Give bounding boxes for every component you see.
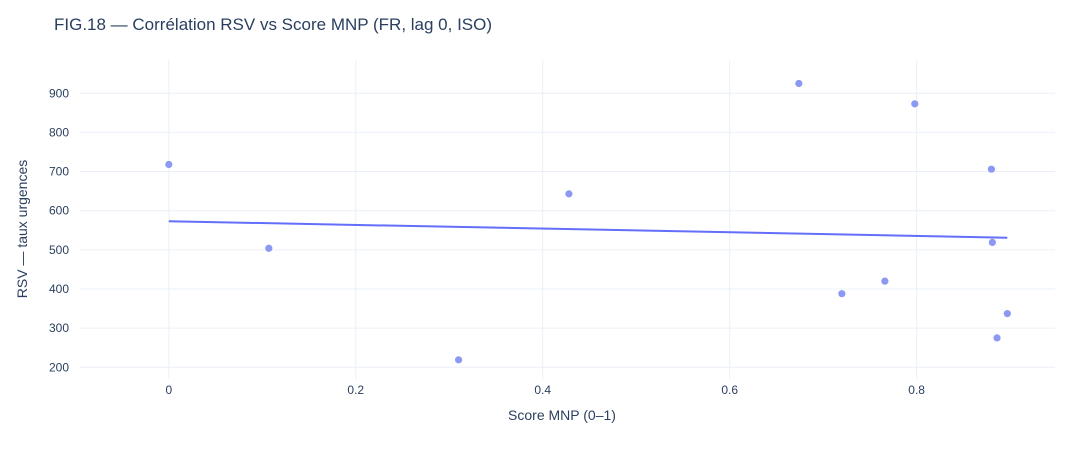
x-axis-title: Score MNP (0–1) bbox=[508, 407, 616, 423]
points-layer bbox=[165, 79, 1011, 364]
y-tick-label: 500 bbox=[49, 243, 69, 257]
x-tick-label: 0.2 bbox=[347, 383, 364, 397]
data-point bbox=[911, 100, 919, 108]
y-tick-label: 800 bbox=[49, 125, 69, 139]
x-axis-ticks: 0 0.2 0.4 0.6 0.8 bbox=[165, 383, 925, 397]
trendline bbox=[168, 220, 1008, 239]
data-point bbox=[565, 190, 573, 198]
data-point bbox=[988, 238, 996, 246]
chart-title: FIG.18 — Corrélation RSV vs Score MNP (F… bbox=[54, 15, 492, 34]
x-tick-label: 0.6 bbox=[721, 383, 738, 397]
data-point bbox=[838, 290, 846, 298]
grid-layer bbox=[80, 60, 1055, 379]
data-point bbox=[1003, 310, 1011, 318]
data-point bbox=[987, 165, 996, 173]
data-point bbox=[454, 356, 463, 364]
x-tick-label: 0.4 bbox=[534, 383, 551, 397]
data-point bbox=[993, 334, 1001, 342]
y-tick-label: 200 bbox=[49, 360, 69, 374]
y-tick-label: 700 bbox=[49, 165, 69, 179]
data-point bbox=[165, 160, 173, 169]
y-axis-ticks: 200 300 400 500 600 700 800 900 bbox=[49, 86, 69, 374]
y-axis-title: RSV — taux urgences bbox=[14, 160, 30, 299]
y-tick-label: 300 bbox=[49, 321, 69, 335]
data-point bbox=[795, 79, 803, 88]
y-tick-label: 900 bbox=[49, 86, 69, 100]
data-point bbox=[881, 277, 889, 285]
x-tick-label: 0 bbox=[165, 383, 172, 397]
data-point bbox=[265, 244, 273, 252]
y-tick-label: 400 bbox=[49, 282, 69, 296]
x-tick-label: 0.8 bbox=[908, 383, 925, 397]
trendline-layer bbox=[168, 220, 1008, 239]
y-tick-label: 600 bbox=[49, 204, 69, 218]
